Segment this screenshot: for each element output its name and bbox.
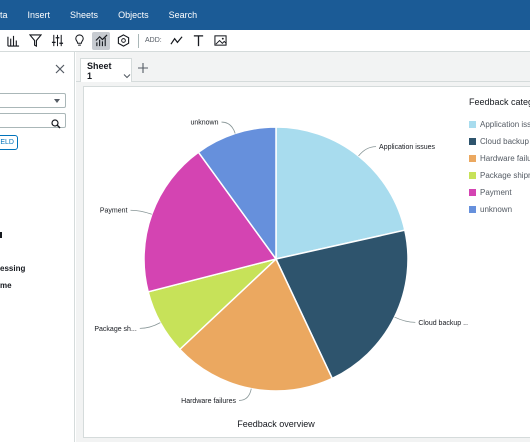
tab-sheet-1[interactable]: Sheet 1 xyxy=(80,58,132,82)
legend-title: Feedback categ xyxy=(469,97,530,107)
sheet-tabs-bar: Sheet 1 xyxy=(76,52,530,82)
filter-icon[interactable] xyxy=(26,32,44,50)
slice-leader-line xyxy=(394,316,416,323)
fields-panel: k ELD essing me xyxy=(0,52,75,442)
visualize-icon[interactable] xyxy=(92,31,110,50)
slice-label: Application issues xyxy=(379,144,436,151)
close-icon[interactable] xyxy=(54,62,66,74)
chart-title: Feedback overview xyxy=(237,419,315,429)
legend-label: Payment xyxy=(480,188,512,197)
pie-slice[interactable] xyxy=(143,151,278,293)
legend-item[interactable]: Application issu xyxy=(469,116,530,133)
menu-data[interactable]: ata xyxy=(0,10,8,20)
menu-search[interactable]: Search xyxy=(168,10,198,20)
dataset-select[interactable]: k xyxy=(0,93,66,108)
legend-swatch xyxy=(469,172,476,179)
slice-leader-line xyxy=(239,388,252,401)
menu-bar: ata Insert Sheets Objects Search xyxy=(0,0,530,30)
pie-chart: Application issues Cloud backup ... Hardwa… xyxy=(94,120,468,405)
chevron-down-icon[interactable] xyxy=(123,67,131,78)
slice-label: Hardware failures xyxy=(181,398,236,405)
field-item[interactable]: essing xyxy=(0,264,26,273)
field-marker xyxy=(0,232,2,238)
legend-label: Package shipm xyxy=(480,171,530,180)
pie-slice[interactable] xyxy=(274,229,409,380)
chart-legend: Feedback categ Application issu Cloud bac… xyxy=(469,97,530,218)
add-field-button[interactable]: ELD xyxy=(0,135,18,150)
field-search-input[interactable] xyxy=(0,113,66,129)
legend-item[interactable]: unknown xyxy=(469,201,530,218)
line-icon[interactable] xyxy=(168,32,186,50)
slice-leader-line xyxy=(221,121,236,134)
legend-label: Application issu xyxy=(480,120,530,129)
legend-item[interactable]: Hardware failu xyxy=(469,150,530,167)
tab-sheet-1-label: Sheet 1 xyxy=(87,60,112,81)
legend-swatch xyxy=(469,121,476,128)
slice-label: Cloud backup ... xyxy=(418,320,468,327)
legend-item[interactable]: Payment xyxy=(469,184,530,201)
pie-chart-visual[interactable]: Application issues Cloud backup ... Hardwa… xyxy=(83,86,530,438)
toolbar-divider xyxy=(138,33,139,48)
add-sheet-icon[interactable] xyxy=(137,61,149,73)
pie-slice[interactable] xyxy=(178,257,334,392)
slice-label: unknown xyxy=(190,120,218,127)
menu-sheets[interactable]: Sheets xyxy=(70,10,99,20)
parameters-icon[interactable] xyxy=(48,32,66,50)
pie-slice[interactable] xyxy=(197,126,277,262)
slice-label: Package sh... xyxy=(94,326,136,333)
add-label: ADD: xyxy=(145,37,162,44)
chevron-down-icon xyxy=(54,99,60,103)
toolbar: ADD: xyxy=(0,30,530,52)
slice-leader-line xyxy=(358,146,377,157)
analysis-canvas: Application issues Cloud backup ... Hardwa… xyxy=(76,82,530,442)
bar-chart-icon[interactable] xyxy=(4,32,22,50)
field-item[interactable]: me xyxy=(0,281,12,290)
insights-icon[interactable] xyxy=(70,32,88,50)
legend-item[interactable]: Package shipm xyxy=(469,167,530,184)
slice-leader-line xyxy=(130,209,152,215)
themes-icon[interactable] xyxy=(114,32,132,50)
legend-item[interactable]: Cloud backup i xyxy=(469,133,530,150)
legend-swatch xyxy=(469,138,476,145)
search-icon xyxy=(51,116,61,129)
legend-swatch xyxy=(469,189,476,196)
legend-swatch xyxy=(469,155,476,162)
menu-insert[interactable]: Insert xyxy=(27,10,51,20)
text-icon[interactable] xyxy=(190,32,208,50)
image-icon[interactable] xyxy=(212,32,230,50)
legend-label: Cloud backup i xyxy=(480,137,530,146)
menu-objects[interactable]: Objects xyxy=(118,10,149,20)
legend-swatch xyxy=(469,206,476,213)
legend-label: Hardware failu xyxy=(480,154,530,163)
slice-label: Payment xyxy=(100,208,128,215)
slice-leader-line xyxy=(139,322,161,329)
pie-slice[interactable] xyxy=(275,126,406,260)
legend-label: unknown xyxy=(480,205,513,214)
